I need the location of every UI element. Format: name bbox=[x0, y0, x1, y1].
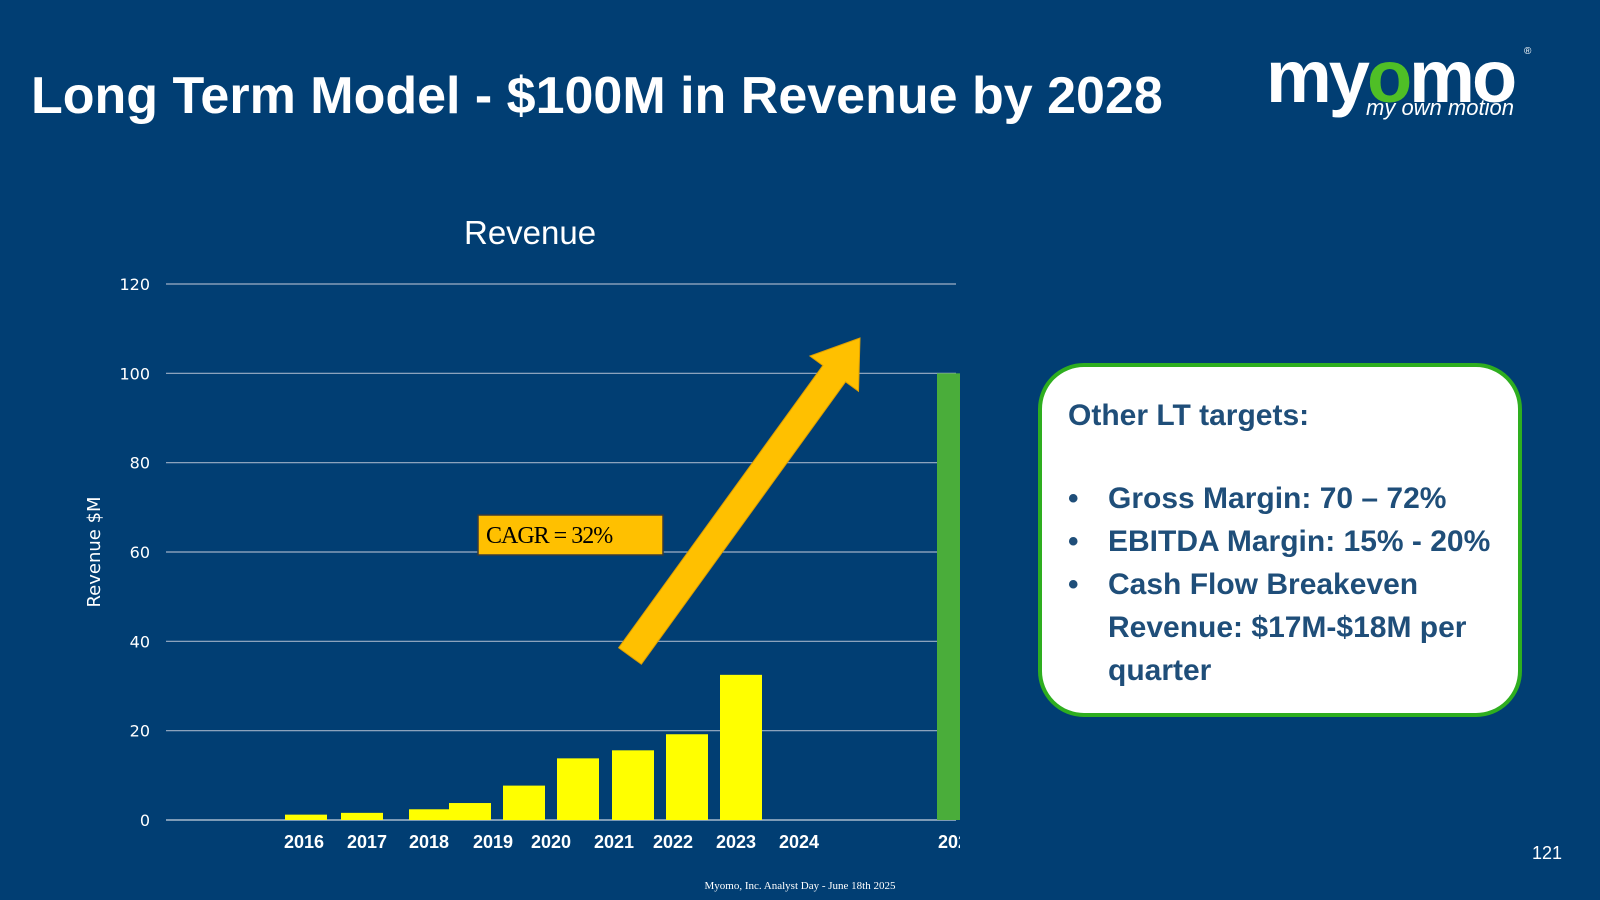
x-tick-label: 2018 bbox=[409, 832, 449, 850]
y-tick-label: 20 bbox=[130, 722, 150, 741]
x-tick-label: 2028 bbox=[938, 832, 960, 850]
logo-wordmark: myomo bbox=[1266, 35, 1517, 118]
bar-2019 bbox=[449, 803, 491, 820]
bar-2024 bbox=[720, 674, 762, 820]
y-tick-label: 40 bbox=[130, 632, 150, 651]
bar-2028 bbox=[937, 373, 960, 820]
slide-footer: Myomo, Inc. Analyst Day - June 18th 2025 bbox=[704, 880, 896, 892]
cagr-label: CAGR = 32% bbox=[486, 523, 613, 549]
page-number: 121 bbox=[1532, 843, 1563, 863]
target-item-gross-margin: • Gross Margin: 70 – 72% bbox=[1068, 477, 1508, 520]
x-tick-label: 2022 bbox=[653, 832, 693, 850]
revenue-chart: 0 20 40 60 80 100 120 2016 2017 2018 2019 2020 2021… bbox=[84, 275, 960, 850]
x-tick-label: 2020 bbox=[531, 832, 571, 850]
chart-title: Revenue bbox=[464, 214, 597, 251]
bar-2018 bbox=[409, 809, 451, 820]
x-tick-label: 2017 bbox=[347, 832, 387, 850]
bar-2023 bbox=[666, 734, 708, 820]
other-targets-box: Other LT targets: • Gross Margin: 70 – 72… bbox=[1038, 363, 1522, 717]
target-item-cash-flow-breakeven: • Cash Flow Breakeven Revenue: $17M-$18M … bbox=[1068, 563, 1508, 692]
cagr-label-box bbox=[477, 514, 664, 556]
logo-registered-mark: ® bbox=[1524, 46, 1532, 57]
y-tick-label: 0 bbox=[140, 811, 150, 830]
myomo-logo: myomo ® my own motion bbox=[1266, 40, 1546, 130]
bar-2016 bbox=[285, 814, 327, 820]
y-axis-label: Revenue $M bbox=[84, 496, 105, 607]
slide-title: Long Term Model - $100M in Revenue by 20… bbox=[31, 67, 1163, 125]
y-tick-label: 80 bbox=[130, 454, 150, 473]
bar-2021 bbox=[557, 758, 599, 820]
x-tick-label: 2019 bbox=[473, 832, 513, 850]
bar-2022 bbox=[612, 750, 654, 820]
bar-2020 bbox=[503, 785, 545, 820]
cagr-arrow-icon bbox=[617, 337, 861, 665]
x-tick-label: 2023 bbox=[716, 832, 756, 850]
targets-list: • Gross Margin: 70 – 72% • EBITDA Margin: … bbox=[1068, 477, 1508, 692]
logo-tagline: my own motion bbox=[1366, 95, 1514, 120]
x-tick-label: 2016 bbox=[284, 832, 324, 850]
bullet-icon: • bbox=[1068, 525, 1079, 558]
x-tick-label: 2024 bbox=[779, 832, 819, 850]
x-tick-label: 2021 bbox=[594, 832, 634, 850]
bullet-icon: • bbox=[1068, 568, 1079, 601]
y-tick-label: 100 bbox=[119, 364, 150, 383]
bar-2017 bbox=[341, 812, 383, 820]
target-item-ebitda-margin: • EBITDA Margin: 15% - 20% bbox=[1068, 520, 1508, 563]
y-tick-label: 60 bbox=[130, 543, 150, 562]
targets-heading: Other LT targets: bbox=[1068, 399, 1310, 432]
y-tick-label: 120 bbox=[119, 275, 150, 294]
bullet-icon: • bbox=[1068, 482, 1079, 515]
